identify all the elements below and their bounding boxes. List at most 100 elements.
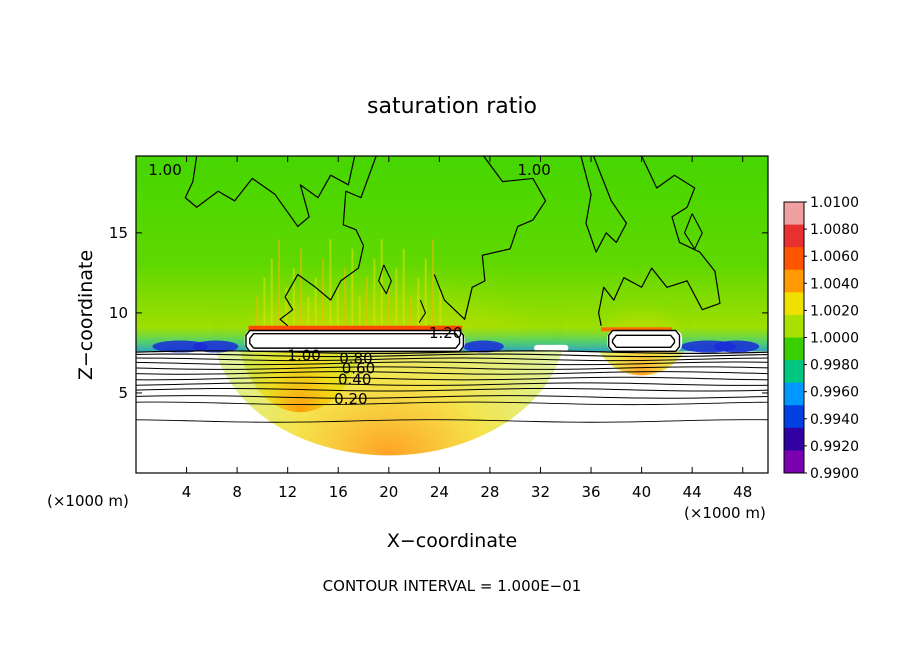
warm-streak xyxy=(432,239,435,328)
cloud-outline xyxy=(608,329,681,353)
contour-level xyxy=(136,350,768,355)
x-tick-label: 44 xyxy=(683,483,702,501)
warm-streak xyxy=(358,296,361,328)
contour-level xyxy=(136,371,768,375)
contour-1-00 xyxy=(433,156,547,320)
warm-streak xyxy=(424,258,427,328)
warm-streak xyxy=(270,258,273,328)
colorbar-swatch xyxy=(784,202,804,226)
cloud-outline xyxy=(249,333,461,349)
x-tick-label: 40 xyxy=(632,483,651,501)
cloud-top-edge xyxy=(601,327,672,332)
y-tick-label: 10 xyxy=(109,304,128,322)
contour-level xyxy=(136,361,768,366)
contour-1-00 xyxy=(279,156,377,327)
warm-streak xyxy=(373,258,376,328)
contour-label: 1.00 xyxy=(287,347,320,365)
contour-level xyxy=(136,419,768,423)
contour-interval-note: CONTOUR INTERVAL = 1.000E−01 xyxy=(323,577,582,595)
y-tick-label: 15 xyxy=(109,224,128,242)
x-unit-right: (×1000 m) xyxy=(684,504,766,522)
x-axis-ticks: 4 8 12 16 20 24 28 32 36 40 44 48 xyxy=(182,156,752,501)
dry-pocket xyxy=(192,340,239,353)
colorbar-tick-label: 1.0040 xyxy=(810,276,859,292)
warm-streak xyxy=(366,277,369,328)
warm-streak xyxy=(344,268,347,328)
colorbar-tick-label: 1.0080 xyxy=(810,222,859,238)
contour-level xyxy=(136,366,768,370)
x-unit-left: (×1000 m) xyxy=(47,492,129,510)
colorbar-swatch xyxy=(784,382,804,406)
dry-pocket xyxy=(463,340,504,353)
colorbar-swatch xyxy=(784,247,804,271)
y-tick-label: 5 xyxy=(118,384,128,402)
contour-label: 0.60 xyxy=(342,359,375,377)
contour-label: 0.40 xyxy=(338,371,371,389)
x-tick-label: 16 xyxy=(329,483,348,501)
x-tick-label: 36 xyxy=(581,483,600,501)
cloud-block-main xyxy=(244,330,465,352)
warm-streak xyxy=(380,239,383,328)
colorbar-tick-label: 0.9920 xyxy=(810,439,859,455)
colorbar-tick-label: 1.0000 xyxy=(810,331,859,347)
contour-level xyxy=(136,357,768,362)
plot-frame xyxy=(135,155,769,474)
colorbar-swatch xyxy=(784,224,804,248)
warm-streak xyxy=(263,277,266,328)
y-axis-ticks: 5 10 15 xyxy=(109,224,768,402)
x-tick-label: 28 xyxy=(480,483,499,501)
colorbar-swatch xyxy=(784,360,804,384)
warm-streak xyxy=(388,287,391,328)
warm-streak xyxy=(292,268,295,328)
colorbar-tick-label: 1.0060 xyxy=(810,249,859,265)
colorbar-swatch xyxy=(784,427,804,451)
colorbar-tick-label: 0.9960 xyxy=(810,385,859,401)
warm-streak xyxy=(351,248,354,328)
cloud-block-right xyxy=(607,330,683,352)
colorbar-swatch xyxy=(784,337,804,361)
colorbar-tick-label: 0.9940 xyxy=(810,412,859,428)
warm-streak xyxy=(410,296,413,328)
warm-streak xyxy=(300,248,303,328)
warm-streak xyxy=(402,248,405,328)
cloud-outline xyxy=(245,329,465,353)
x-tick-label: 32 xyxy=(531,483,550,501)
colorbar-tick-label: 1.0100 xyxy=(810,195,859,211)
x-tick-label: 8 xyxy=(232,483,242,501)
warm-streak xyxy=(314,277,317,328)
contour-1-00 xyxy=(580,156,628,253)
contour-label: 0.80 xyxy=(339,350,372,368)
contour-lines xyxy=(136,156,768,423)
contour-level xyxy=(136,382,768,386)
cloud-block-small xyxy=(534,344,569,352)
colorbar-swatch xyxy=(784,450,804,474)
contour-labels: 1.00 1.00 1.20 1.00 0.800.600.400.20 xyxy=(148,161,550,408)
x-tick-label: 12 xyxy=(278,483,297,501)
colorbar-swatch xyxy=(784,269,804,293)
colorbar-tick-label: 0.9980 xyxy=(810,358,859,374)
contour-label: 1.20 xyxy=(429,324,462,342)
contour-level xyxy=(136,387,768,392)
contour-label: 0.20 xyxy=(334,390,367,408)
warm-streak xyxy=(256,296,259,328)
contour-level xyxy=(136,353,768,358)
contour-level xyxy=(136,395,768,399)
y-axis-label: Z−coordinate xyxy=(75,250,97,380)
contour-1-00 xyxy=(184,156,356,228)
colorbar-swatch xyxy=(784,314,804,338)
x-tick-label: 4 xyxy=(182,483,192,501)
warm-streak xyxy=(278,239,281,328)
warm-streak xyxy=(417,277,420,328)
contour-level xyxy=(136,401,768,406)
warm-streak xyxy=(336,287,339,328)
cloud-top-edge xyxy=(248,325,463,331)
dry-pocket xyxy=(713,340,760,353)
contour-1-00 xyxy=(684,213,703,250)
colorbar: 1.0100 1.0080 1.0060 1.0040 1.0020 1.0000 0.99… xyxy=(783,195,859,482)
chart-title: saturation ratio xyxy=(367,94,537,119)
x-axis-label: X−coordinate xyxy=(387,530,517,552)
colorbar-swatch xyxy=(784,292,804,316)
x-tick-label: 48 xyxy=(733,483,752,501)
x-tick-label: 20 xyxy=(379,483,398,501)
